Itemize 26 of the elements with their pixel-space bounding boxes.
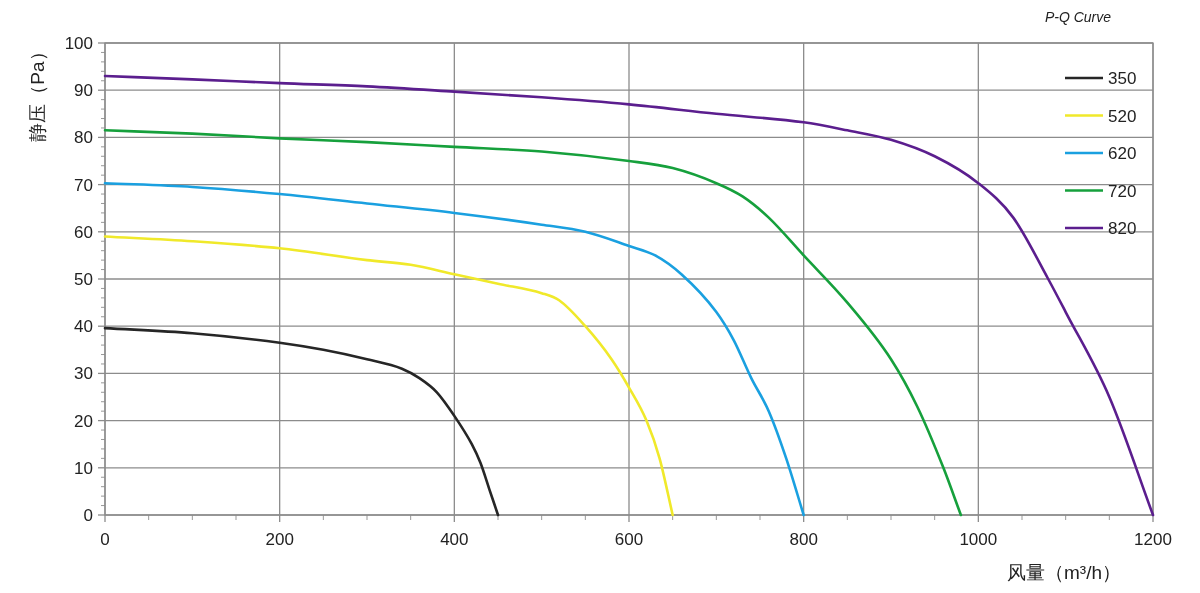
x-tick-label: 0 — [100, 530, 110, 549]
y-tick-label: 50 — [74, 270, 93, 289]
legend-label: 520 — [1108, 106, 1137, 126]
y-tick-label: 60 — [74, 222, 93, 242]
legend-label: 720 — [1108, 181, 1137, 201]
y-axis-title: 静压（Pa） — [27, 42, 48, 142]
y-tick-label: 40 — [74, 317, 93, 337]
legend-label: 350 — [1108, 69, 1137, 88]
x-tick-label: 1200 — [1134, 530, 1172, 549]
y-tick-label: 20 — [74, 411, 93, 431]
x-tick-label: 600 — [614, 530, 644, 549]
chart-title: P-Q Curve — [1044, 9, 1112, 25]
y-tick-label: 80 — [74, 128, 93, 148]
x-tick-label: 400 — [440, 530, 469, 549]
y-tick-label: 30 — [74, 364, 93, 384]
x-tick-label: 1000 — [959, 530, 998, 549]
x-tick-label: 800 — [789, 530, 818, 549]
x-axis-title: 风量（m³/h） — [1007, 562, 1121, 583]
y-tick-label: 70 — [74, 175, 93, 195]
legend-label: 620 — [1108, 144, 1137, 163]
y-tick-label: 10 — [74, 458, 93, 478]
y-tick-label: 100 — [64, 34, 93, 53]
y-tick-label: 0 — [83, 506, 93, 525]
x-tick-label: 200 — [265, 530, 294, 549]
legend-label: 820 — [1108, 219, 1137, 238]
y-tick-label: 90 — [74, 81, 93, 101]
